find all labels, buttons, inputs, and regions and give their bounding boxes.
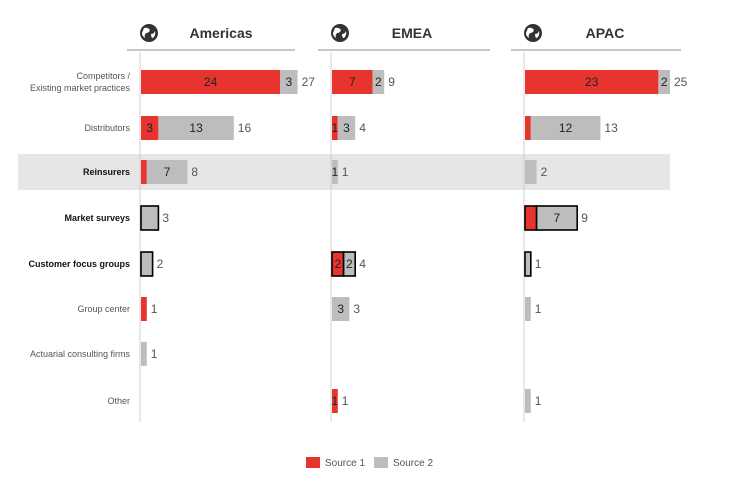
bar-label-americas-competitors-existing-market-practices-source-1: 24 [204,75,218,89]
bar-label-apac-distributors-source-2: 12 [559,121,573,135]
category-label-competitors-existing-market-practices: Competitors / Existing market practices [30,71,131,93]
bar-americas-competitors-existing-market-practices-source-2 [280,70,298,94]
bar-emea-distributors-source-1 [332,116,338,140]
total-label-americas-customer-focus-groups: 2 [157,257,164,271]
total-label-americas-actuarial-consulting-firms: 1 [151,347,158,361]
total-label-emea-distributors: 4 [359,121,366,135]
category-label-distributors: Distributors [84,123,130,133]
bar-label-emea-other-source-1: 1 [332,394,339,408]
bar-label-emea-competitors-existing-market-practices-source-1: 7 [349,75,356,89]
bar-label-apac-market-surveys-source-2: 7 [554,211,561,225]
bar-emea-distributors-source-2 [337,116,356,140]
legend-swatch-source-2 [374,457,388,468]
bar-americas-reinsurers-source-1 [141,160,147,184]
bar-label-americas-distributors-source-2: 13 [189,121,203,135]
bar-apac-market-surveys-source-1 [524,205,538,231]
total-label-apac-customer-focus-groups: 1 [535,257,542,271]
total-label-emea-competitors-existing-market-practices: 9 [388,75,395,89]
category-label-group-center: Group center [77,304,130,314]
total-label-apac-other: 1 [535,394,542,408]
bar-americas-reinsurers-source-2 [146,160,188,184]
total-label-americas-market-surveys: 3 [162,211,169,225]
bar-apac-other-source-2 [525,389,531,413]
bar-label-apac-competitors-existing-market-practices-source-1: 23 [585,75,599,89]
bar-label-americas-distributors-source-1: 3 [146,121,153,135]
category-label-actuarial-consulting-firms: Actuarial consulting firms [30,349,131,359]
total-label-americas-distributors: 16 [238,121,252,135]
bar-apac-group-center-source-2 [525,297,531,321]
globe-americas-icon-land [142,27,156,38]
total-label-emea-customer-focus-groups: 4 [359,257,366,271]
bar-emea-other-source-1 [332,389,338,413]
total-label-emea-other: 1 [342,394,349,408]
bar-americas-customer-focus-groups-source-2 [140,251,154,277]
bar-label-emea-distributors-source-1: 1 [332,121,339,135]
globe-emea-icon-land [333,27,347,38]
bar-emea-customer-focus-groups-source-2 [342,251,357,277]
total-label-americas-reinsurers: 8 [191,165,198,179]
total-label-emea-reinsurers: 1 [342,165,349,179]
category-label-market-surveys: Market surveys [64,213,130,223]
bar-americas-group-center-source-1 [141,297,147,321]
total-label-apac-distributors: 13 [604,121,618,135]
bar-emea-group-center-source-2 [332,297,350,321]
bar-label-apac-competitors-existing-market-practices-source-2: 2 [661,75,668,89]
bar-apac-competitors-existing-market-practices-source-1 [525,70,659,94]
bar-americas-competitors-existing-market-practices-source-1 [141,70,281,94]
panel-title-apac: APAC [586,25,625,41]
bar-emea-reinsurers-source-2 [332,160,338,184]
bar-label-emea-customer-focus-groups-source-2: 2 [346,257,353,271]
panel-title-emea: EMEA [392,25,432,41]
bar-label-americas-competitors-existing-market-practices-source-2: 3 [286,75,293,89]
globe-apac-icon-land [526,27,540,38]
bar-apac-distributors-source-2 [530,116,601,140]
bar-americas-actuarial-consulting-firms-source-2 [141,342,147,366]
legend-label-source-1: Source 1 [325,458,365,469]
bar-label-americas-reinsurers-source-2: 7 [164,165,171,179]
bar-americas-market-surveys-source-2 [140,205,160,231]
category-label-reinsurers: Reinsurers [83,167,130,177]
bar-label-emea-group-center-source-2: 3 [337,302,344,316]
total-label-americas-group-center: 1 [151,302,158,316]
total-label-apac-reinsurers: 2 [541,165,548,179]
panel-title-americas: Americas [189,25,252,41]
bar-apac-market-surveys-source-2 [535,205,578,231]
bar-emea-competitors-existing-market-practices-source-2 [372,70,385,94]
bar-label-emea-distributors-source-2: 3 [343,121,350,135]
legend-swatch-source-1 [306,457,320,468]
total-label-apac-competitors-existing-market-practices: 25 [674,75,688,89]
bar-label-emea-competitors-existing-market-practices-source-2: 2 [375,75,382,89]
total-label-americas-competitors-existing-market-practices: 27 [302,75,316,89]
bar-apac-distributors-source-1 [525,116,531,140]
total-label-apac-market-surveys: 9 [581,211,588,225]
bar-apac-competitors-existing-market-practices-source-2 [658,70,670,94]
legend-label-source-2: Source 2 [393,458,433,469]
category-label-other: Other [107,396,130,406]
bar-apac-customer-focus-groups-source-2 [524,251,532,277]
highlight-band [18,154,670,190]
category-label-customer-focus-groups: Customer focus groups [28,259,130,269]
bar-americas-distributors-source-2 [158,116,234,140]
bar-label-emea-reinsurers-source-2: 1 [332,165,339,179]
bar-americas-distributors-source-1 [141,116,159,140]
total-label-emea-group-center: 3 [353,302,360,316]
total-label-apac-group-center: 1 [535,302,542,316]
bar-label-emea-customer-focus-groups-source-1: 2 [334,257,341,271]
bar-apac-reinsurers-source-2 [525,160,537,184]
bar-emea-competitors-existing-market-practices-source-1 [332,70,373,94]
